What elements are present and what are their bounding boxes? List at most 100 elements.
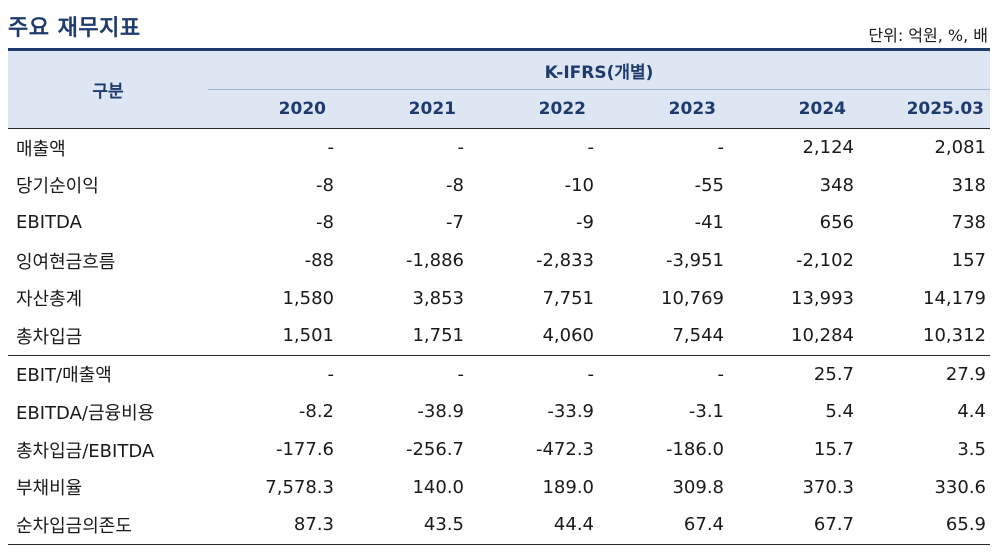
year-header: 2024 xyxy=(728,89,858,129)
cell-value: 189.0 xyxy=(542,476,594,498)
page-title: 주요 재무지표 xyxy=(8,16,141,41)
cell-value: -7 xyxy=(446,212,464,234)
cell-value: 330.6 xyxy=(934,476,986,498)
cell-value: -8.2 xyxy=(298,401,334,423)
cell-value: 140.0 xyxy=(412,476,464,498)
cell-value: 13,993 xyxy=(791,287,854,309)
group-header: K-IFRS(개별) xyxy=(208,48,990,90)
cell-value: - xyxy=(327,137,335,159)
cell-value: -55 xyxy=(694,174,724,196)
cell-value: - xyxy=(587,137,595,159)
table-row: 잉여현금흐름 -88 -1,886 -2,833 -3,951 -2,102 1… xyxy=(8,242,990,280)
cell-value: 25.7 xyxy=(728,354,858,394)
cell-value: 2,081 xyxy=(934,137,986,159)
cell-value: 4,060 xyxy=(542,325,594,347)
cell-value: -38.9 xyxy=(417,401,464,423)
table-row: 당기순이익 -8 -8 -10 -55 348 318 xyxy=(8,167,990,205)
table-row: EBIT/매출액 - - - - 25.7 27.9 xyxy=(8,354,990,394)
cell-value: 309.8 xyxy=(672,476,724,498)
year-header: 2021 xyxy=(338,89,468,129)
year-header: 2020 xyxy=(208,89,338,129)
report-header: 주요 재무지표 단위: 억원, %, 배 xyxy=(0,0,1002,50)
cell-value: -8 xyxy=(316,174,334,196)
cell-value: -186.0 xyxy=(665,439,724,461)
cell-value: 157 xyxy=(951,250,986,272)
cell-value: 27.9 xyxy=(858,354,990,394)
cell-value: 10,312 xyxy=(923,325,986,347)
row-label: 총차입금/EBITDA xyxy=(16,440,155,462)
cell-value: 370.3 xyxy=(802,476,854,498)
row-label: 매출액 xyxy=(16,138,66,160)
cell-value: 3.5 xyxy=(957,439,986,461)
table-header: 구분 K-IFRS(개별) 2020 2021 2022 2023 2024 2… xyxy=(8,48,990,129)
row-label: 당기순이익 xyxy=(16,176,99,198)
cell-value: -8 xyxy=(446,174,464,196)
cell-value: 4.4 xyxy=(957,401,986,423)
cell-value: 3,853 xyxy=(412,287,464,309)
cell-value: -3.1 xyxy=(688,401,724,423)
cell-value: 10,284 xyxy=(791,325,854,347)
cell-value: 15.7 xyxy=(813,439,854,461)
year-header: 2025.03 xyxy=(858,89,990,129)
cell-value: 7,751 xyxy=(542,287,594,309)
table-row: 총차입금 1,501 1,751 4,060 7,544 10,284 10,3… xyxy=(8,317,990,355)
cell-value: 43.5 xyxy=(338,505,468,545)
year-header: 2023 xyxy=(598,89,728,129)
table-body: 매출액 - - - - 2,124 2,081 당기순이익 -8 -8 -10 … xyxy=(8,129,990,545)
financial-indicators-table: 구분 K-IFRS(개별) 2020 2021 2022 2023 2024 2… xyxy=(8,48,990,545)
cell-value: 1,751 xyxy=(412,325,464,347)
row-label: 잉여현금흐름 xyxy=(16,251,116,273)
row-label: 총차입금 xyxy=(16,326,83,348)
table-row: 매출액 - - - - 2,124 2,081 xyxy=(8,129,990,167)
cell-value: - xyxy=(338,354,468,394)
row-label: 순차입금의존도 xyxy=(8,505,208,545)
cell-value: 5.4 xyxy=(825,401,854,423)
row-label: EBITDA xyxy=(16,212,82,234)
year-header: 2022 xyxy=(468,89,598,129)
cell-value: 656 xyxy=(819,212,854,234)
cell-value: - xyxy=(457,137,465,159)
cell-value: 1,501 xyxy=(282,325,334,347)
cell-value: - xyxy=(717,137,725,159)
cell-value: -33.9 xyxy=(547,401,594,423)
cell-value: 44.4 xyxy=(468,505,598,545)
cell-value: 67.4 xyxy=(598,505,728,545)
cell-value: -2,833 xyxy=(535,250,594,272)
cell-value: 87.3 xyxy=(208,505,338,545)
cell-value: 2,124 xyxy=(802,137,854,159)
cell-value: -472.3 xyxy=(535,439,594,461)
row-label: EBITDA/금융비용 xyxy=(16,402,155,424)
table-row: 순차입금의존도 87.3 43.5 44.4 67.4 67.7 65.9 xyxy=(8,505,990,545)
cell-value: 10,769 xyxy=(661,287,724,309)
cell-value: 7,578.3 xyxy=(265,476,334,498)
cell-value: -9 xyxy=(576,212,594,234)
cell-value: -41 xyxy=(694,212,724,234)
cell-value: - xyxy=(208,354,338,394)
cell-value: 348 xyxy=(819,174,854,196)
cell-value: -256.7 xyxy=(405,439,464,461)
unit-note: 단위: 억원, %, 배 xyxy=(868,26,988,45)
cell-value: -10 xyxy=(564,174,594,196)
row-label: 자산총계 xyxy=(16,289,83,311)
cell-value: 738 xyxy=(951,212,986,234)
table-row: 총차입금/EBITDA -177.6 -256.7 -472.3 -186.0 … xyxy=(8,431,990,469)
cell-value: -3,951 xyxy=(665,250,724,272)
cell-value: -88 xyxy=(304,250,334,272)
cell-value: -2,102 xyxy=(795,250,854,272)
cell-value: -8 xyxy=(316,212,334,234)
category-header: 구분 xyxy=(8,48,208,129)
cell-value: -1,886 xyxy=(405,250,464,272)
table-row: 자산총계 1,580 3,853 7,751 10,769 13,993 14,… xyxy=(8,279,990,317)
table-row: EBITDA -8 -7 -9 -41 656 738 xyxy=(8,204,990,242)
cell-value: 7,544 xyxy=(672,325,724,347)
cell-value: 14,179 xyxy=(923,287,986,309)
cell-value: 318 xyxy=(951,174,986,196)
cell-value: 67.7 xyxy=(728,505,858,545)
cell-value: - xyxy=(598,354,728,394)
cell-value: - xyxy=(468,354,598,394)
cell-value: -177.6 xyxy=(275,439,334,461)
cell-value: 65.9 xyxy=(858,505,990,545)
table-row: 부채비율 7,578.3 140.0 189.0 309.8 370.3 330… xyxy=(8,468,990,506)
row-label: 부채비율 xyxy=(16,478,83,500)
cell-value: 1,580 xyxy=(282,287,334,309)
